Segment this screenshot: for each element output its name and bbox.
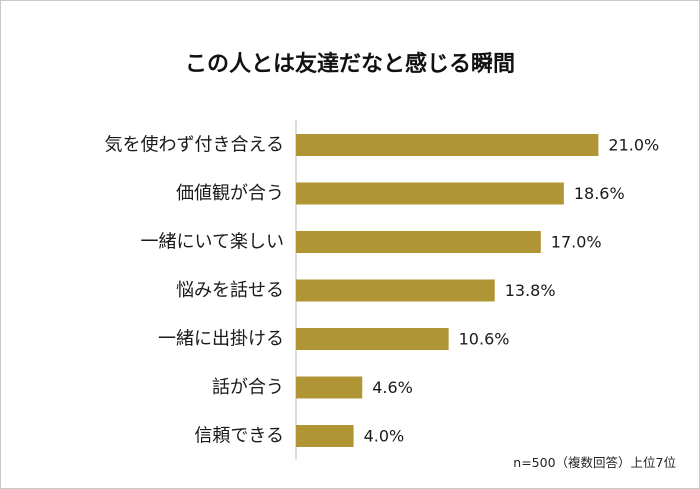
category-label-4: 悩みを話せる [176,280,284,301]
value-label-1: 21.0% [608,136,659,155]
chart-title: この人とは友達だなと感じる瞬間 [184,52,515,77]
category-label-5: 一緒に出掛ける [158,329,284,350]
value-label-6: 4.6% [372,378,413,397]
value-label-2: 18.6% [574,184,625,203]
value-label-5: 10.6% [459,330,510,349]
sample-note: n=500（複数回答）上位7位 [513,455,676,470]
value-labels: 21.0% 18.6% 17.0% 13.8% 10.6% 4.6% 4.0% [364,136,660,446]
bars-group [296,134,599,447]
bar-6 [296,376,363,399]
bar-5 [296,328,449,350]
bar-3 [296,231,541,253]
category-labels: 気を使わず付き合える価値観が合う一緒にいて楽しい悩みを話せる一緒に出掛ける話が合… [105,135,284,447]
bar-7 [296,425,354,447]
value-label-4: 13.8% [505,281,556,300]
bar-2 [296,182,564,205]
bar-1 [296,134,599,156]
bar-4 [296,279,495,302]
category-label-1: 気を使わず付き合える [105,135,284,156]
category-label-6: 話が合う [212,377,284,398]
category-label-3: 一緒にいて楽しい [141,232,284,253]
value-label-7: 4.0% [364,427,405,446]
category-label-2: 価値観が合う [176,183,284,204]
value-label-3: 17.0% [551,233,602,252]
category-label-7: 信頼できる [194,426,284,447]
